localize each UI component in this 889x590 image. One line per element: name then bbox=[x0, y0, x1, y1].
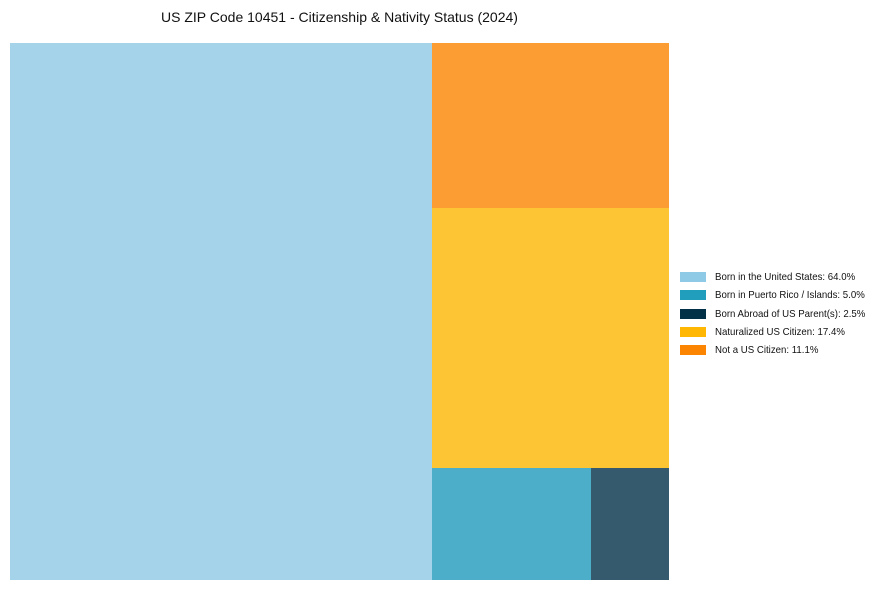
legend-swatch bbox=[680, 290, 706, 301]
tile-born-in-puerto-rico bbox=[432, 468, 591, 580]
chart-title: US ZIP Code 10451 - Citizenship & Nativi… bbox=[161, 9, 518, 25]
legend-label: Born in Puerto Rico / Islands: 5.0% bbox=[715, 289, 865, 302]
legend-swatch bbox=[680, 272, 706, 283]
tile-born-in-us bbox=[10, 43, 432, 580]
legend-swatch bbox=[680, 308, 706, 319]
legend-label: Born in the United States: 64.0% bbox=[715, 271, 856, 284]
chart-legend: Born in the United States: 64.0% Born in… bbox=[680, 268, 878, 359]
legend-item: Born in the United States: 64.0% bbox=[680, 268, 878, 286]
tile-born-abroad-us-parents bbox=[591, 468, 669, 580]
legend-item: Naturalized US Citizen: 17.4% bbox=[680, 323, 878, 341]
legend-label: Not a US Citizen: 11.1% bbox=[715, 344, 819, 357]
legend-label: Born Abroad of US Parent(s): 2.5% bbox=[715, 307, 866, 320]
legend-item: Born Abroad of US Parent(s): 2.5% bbox=[680, 305, 878, 323]
tile-naturalized-us-citizen bbox=[432, 208, 669, 468]
legend-swatch bbox=[680, 345, 706, 356]
legend-item: Not a US Citizen: 11.1% bbox=[680, 341, 878, 359]
legend-item: Born in Puerto Rico / Islands: 5.0% bbox=[680, 286, 878, 304]
tile-not-a-us-citizen bbox=[432, 43, 669, 208]
legend-swatch bbox=[680, 327, 706, 338]
legend-label: Naturalized US Citizen: 17.4% bbox=[715, 326, 845, 339]
